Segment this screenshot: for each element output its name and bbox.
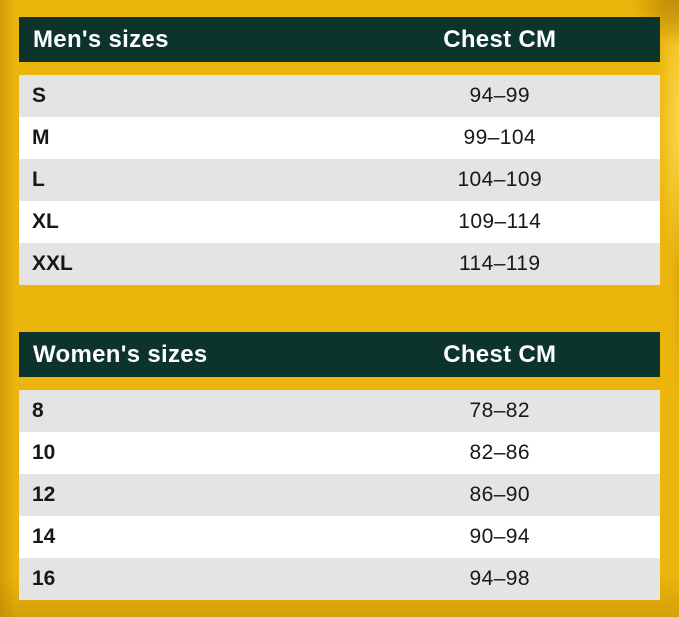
table-row: 10 82–86 [19, 432, 660, 474]
size-label: 14 [32, 525, 56, 548]
size-label: M [32, 126, 50, 149]
chest-cm-value: 90–94 [469, 525, 530, 548]
chest-cm-value: 114–119 [459, 252, 541, 275]
table-row: 8 78–82 [19, 390, 660, 432]
mens-chest-cm-header: Chest CM [443, 25, 557, 53]
table-row: 14 90–94 [19, 516, 660, 558]
mens-table-title: Men's sizes [33, 25, 169, 53]
size-label: L [32, 168, 45, 191]
size-label: XXL [32, 252, 73, 275]
table-row: L 104–109 [19, 159, 660, 201]
womens-table-title: Women's sizes [33, 340, 208, 368]
size-label: S [32, 84, 47, 107]
size-label: 8 [32, 399, 44, 422]
womens-chest-cm-header: Chest CM [443, 340, 557, 368]
table-row: 12 86–90 [19, 474, 660, 516]
size-label: 16 [32, 567, 56, 590]
womens-size-table: Women's sizes Chest CM 8 78–82 10 82–86 … [19, 332, 660, 600]
womens-table-body: 8 78–82 10 82–86 12 86–90 14 90–94 16 94… [19, 390, 660, 600]
table-row: XL 109–114 [19, 201, 660, 243]
size-label: XL [32, 210, 59, 233]
table-row: XXL 114–119 [19, 243, 660, 285]
chest-cm-value: 94–99 [469, 84, 530, 107]
chest-cm-value: 82–86 [469, 441, 530, 464]
chest-cm-value: 94–98 [469, 567, 530, 590]
chest-cm-value: 109–114 [458, 210, 542, 233]
mens-table-body: S 94–99 M 99–104 L 104–109 XL 109–114 XX… [19, 75, 660, 285]
chest-cm-value: 104–109 [457, 168, 543, 191]
chest-cm-value: 86–90 [469, 483, 530, 506]
chest-cm-value: 99–104 [463, 126, 536, 149]
size-label: 12 [32, 483, 56, 506]
table-row: 16 94–98 [19, 558, 660, 600]
chest-cm-value: 78–82 [469, 399, 530, 422]
womens-table-header: Women's sizes Chest CM [19, 332, 660, 377]
table-row: M 99–104 [19, 117, 660, 159]
mens-size-table: Men's sizes Chest CM S 94–99 M 99–104 L … [19, 17, 660, 285]
table-row: S 94–99 [19, 75, 660, 117]
mens-table-header: Men's sizes Chest CM [19, 17, 660, 62]
size-label: 10 [32, 441, 56, 464]
